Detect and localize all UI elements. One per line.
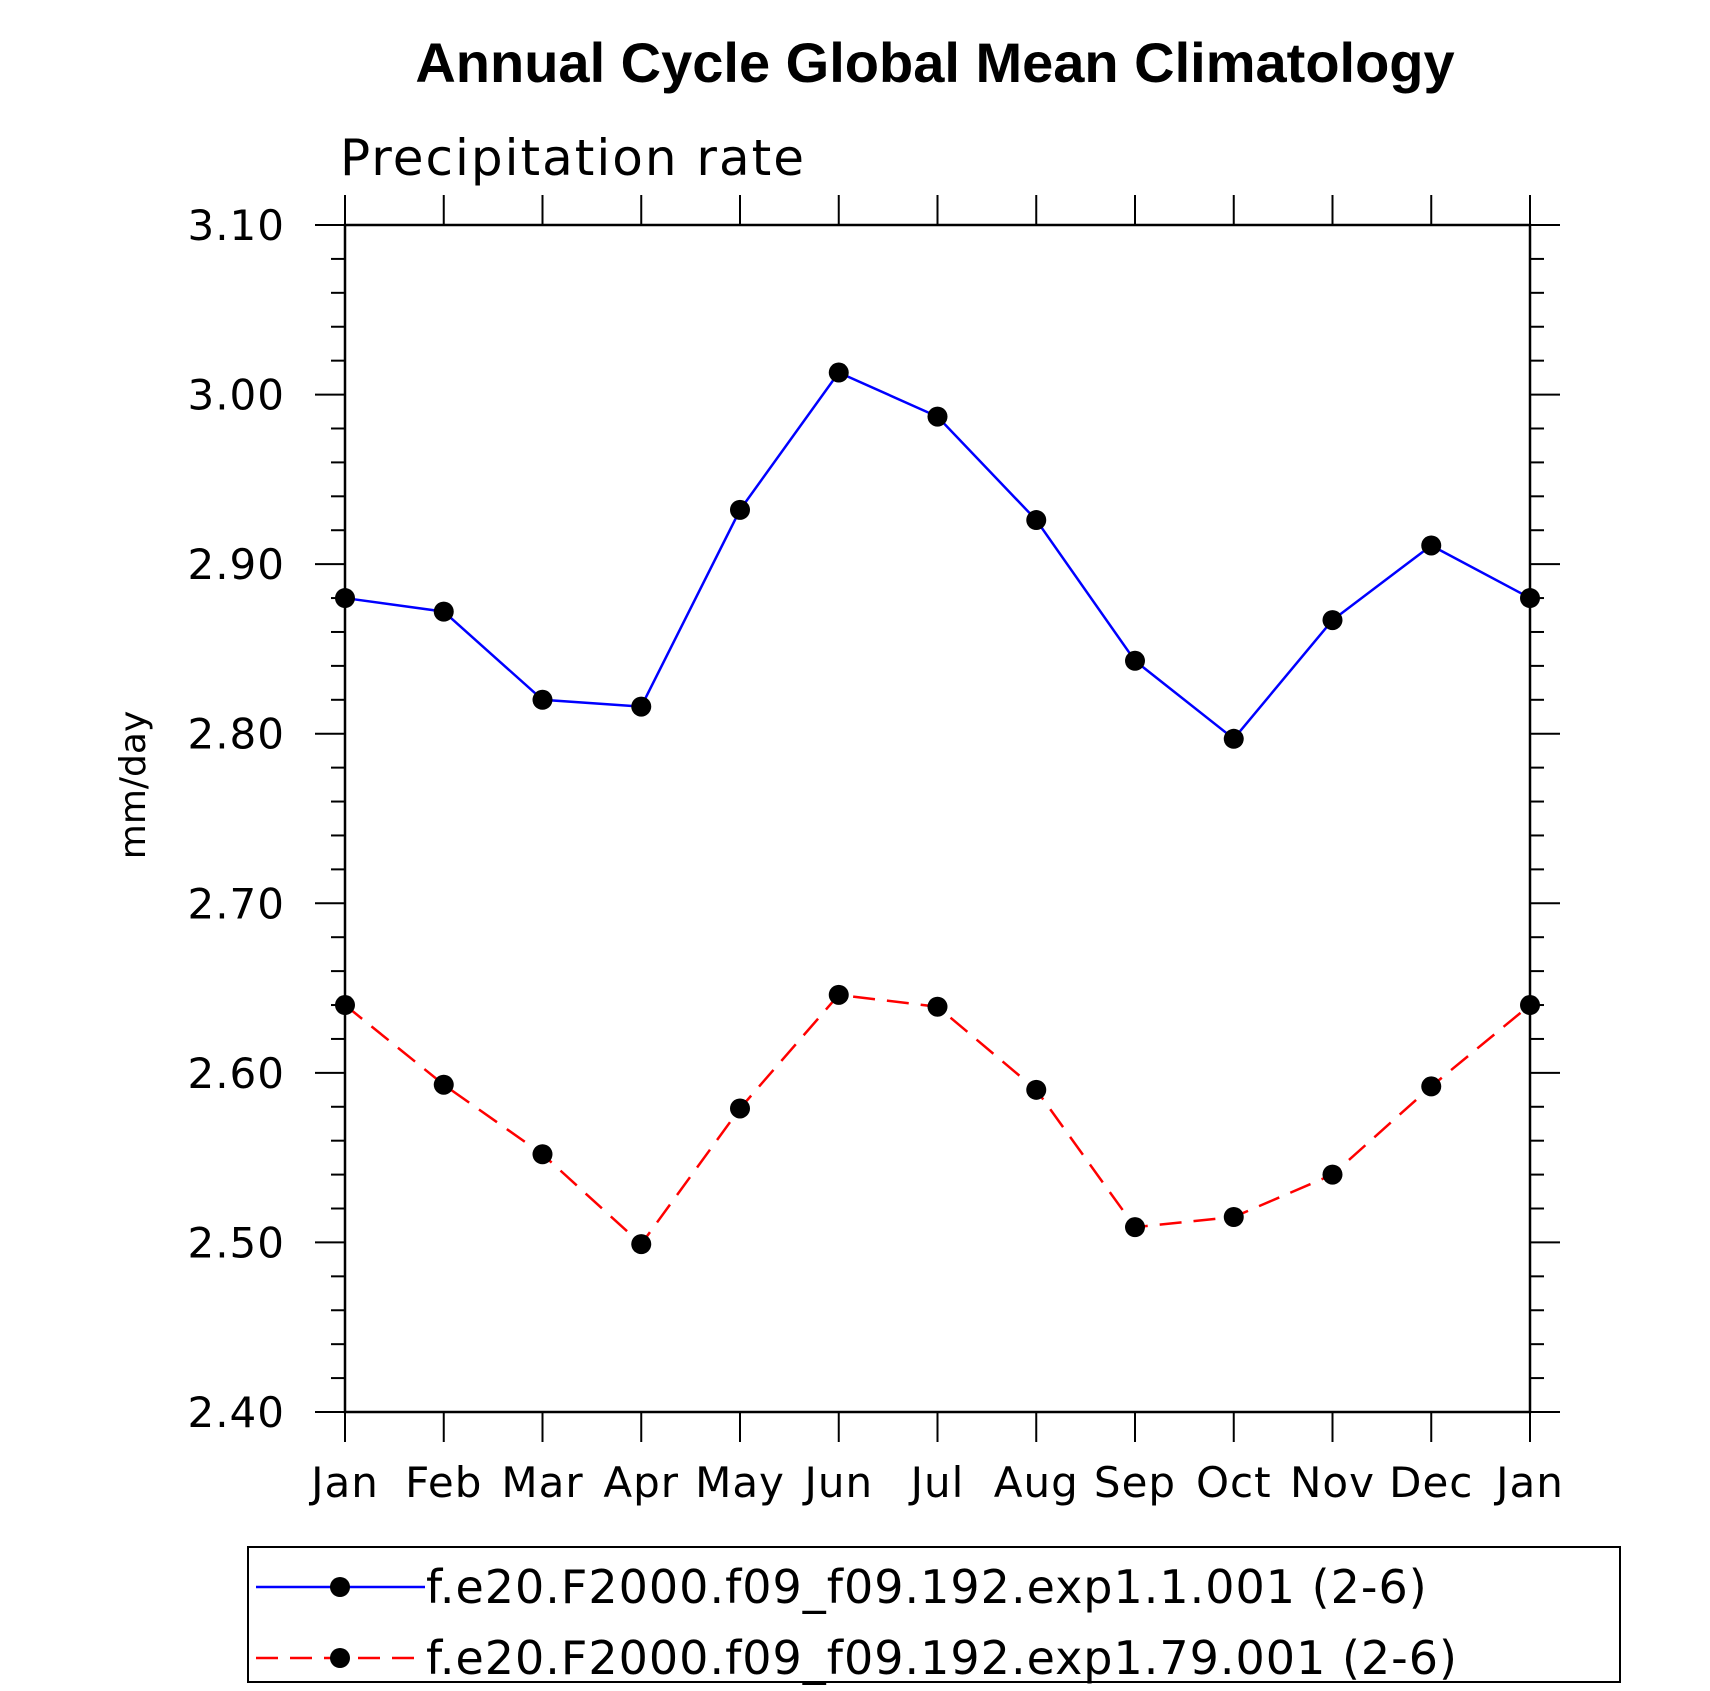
y-tick-label: 2.50 bbox=[187, 1218, 285, 1267]
series-1-point bbox=[335, 588, 355, 609]
y-tick-label: 2.80 bbox=[187, 710, 285, 759]
series-2-point bbox=[532, 1144, 553, 1165]
series-line-1 bbox=[344, 370, 1531, 741]
series-1-point bbox=[828, 362, 849, 383]
x-tick-label: Jan bbox=[1493, 1458, 1564, 1507]
series-1-point bbox=[1421, 535, 1442, 556]
legend-label-series-1: f.e20.F2000.f09_f09.192.exp1.1.001 (2-6) bbox=[426, 1560, 1428, 1614]
series-2-point bbox=[631, 1234, 652, 1255]
legend-marker-series-1 bbox=[330, 1577, 350, 1597]
x-tick-label: Aug bbox=[994, 1458, 1079, 1507]
x-tick-label: Jan bbox=[308, 1458, 379, 1507]
x-axis-ticks: Jan Feb Mar Apr May Jun Jul Aug Sep Oct Nov Dec Jan bbox=[308, 195, 1564, 1507]
legend-box bbox=[247, 1546, 1621, 1683]
chart-title: Annual Cycle Global Mean Climatology bbox=[415, 31, 1454, 94]
series-1-point bbox=[433, 601, 454, 622]
x-tick-label: Jun bbox=[801, 1458, 873, 1507]
series-2-point bbox=[433, 1074, 454, 1095]
y-axis-ticks: 2.40 2.50 2.60 2.70 2.80 2.90 3.00 3.10 bbox=[187, 201, 1560, 1437]
series-2-point bbox=[1421, 1076, 1442, 1097]
x-tick-label: May bbox=[695, 1458, 785, 1507]
x-tick-label: Jul bbox=[908, 1458, 965, 1507]
series-1-point bbox=[1026, 510, 1047, 531]
legend-label-series-2: f.e20.F2000.f09_f09.192.exp1.79.001 (2-6… bbox=[426, 1631, 1458, 1685]
series-1-point bbox=[927, 406, 948, 427]
plot-frame bbox=[343, 223, 1532, 1414]
series-2-point bbox=[927, 996, 948, 1017]
series-2-point bbox=[1520, 995, 1540, 1016]
chart-subtitle: Precipitation rate bbox=[340, 129, 806, 187]
legend: f.e20.F2000.f09_f09.192.exp1.1.001 (2-6)… bbox=[247, 1546, 1621, 1685]
series-line-2 bbox=[344, 993, 1531, 1246]
x-tick-label: Oct bbox=[1196, 1458, 1272, 1507]
y-axis-label: mm/day bbox=[113, 711, 154, 859]
series-2-point bbox=[1026, 1079, 1047, 1100]
series-2-point bbox=[1322, 1164, 1343, 1185]
series-1-point bbox=[1125, 650, 1145, 671]
y-tick-label: 2.40 bbox=[187, 1388, 285, 1437]
series-2-point bbox=[1223, 1206, 1244, 1227]
series-1-point bbox=[1520, 588, 1540, 609]
x-tick-label: Nov bbox=[1290, 1458, 1375, 1507]
legend-marker-series-2 bbox=[330, 1648, 350, 1668]
series-layer bbox=[335, 362, 1540, 1255]
plot-border bbox=[343, 223, 1532, 1414]
y-tick-label: 3.00 bbox=[187, 371, 285, 420]
series-2-point bbox=[1125, 1217, 1145, 1238]
series-2-point bbox=[335, 995, 355, 1016]
y-tick-label: 2.60 bbox=[187, 1049, 285, 1098]
series-2-point bbox=[828, 984, 849, 1005]
series-1-point bbox=[532, 689, 553, 710]
series-2-point bbox=[730, 1098, 750, 1119]
series-1-point bbox=[631, 696, 652, 717]
series-1-point bbox=[730, 499, 750, 520]
x-tick-label: Sep bbox=[1094, 1458, 1176, 1507]
series-1-point bbox=[1322, 610, 1343, 631]
x-tick-label: Feb bbox=[405, 1458, 482, 1507]
x-tick-label: Mar bbox=[501, 1458, 583, 1507]
y-tick-label: 2.70 bbox=[187, 879, 285, 928]
x-tick-label: Dec bbox=[1389, 1458, 1473, 1507]
y-tick-label: 2.90 bbox=[187, 540, 285, 589]
series-1-point bbox=[1223, 728, 1244, 749]
x-tick-label: Apr bbox=[603, 1458, 679, 1507]
y-tick-label: 3.10 bbox=[187, 201, 285, 250]
